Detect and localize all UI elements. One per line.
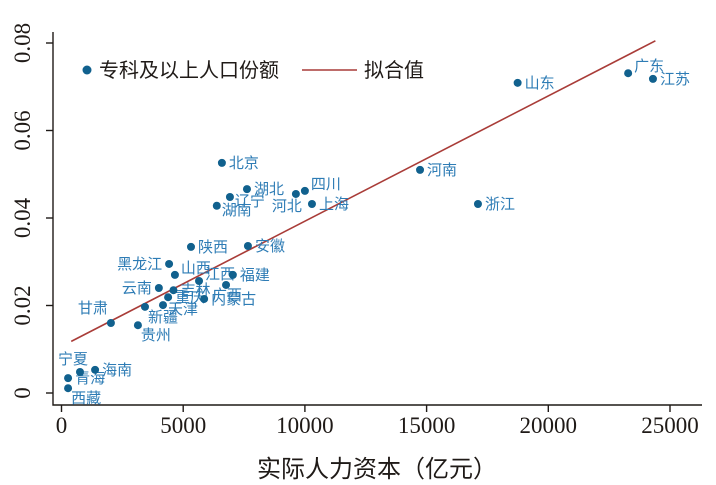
data-point [217,158,226,167]
y-tick-label: 0.02 [10,285,35,325]
data-point-label: 江苏 [660,71,690,88]
data-point-label: 新疆 [148,309,178,326]
data-point [165,259,174,268]
data-point [154,284,163,292]
data-point-label: 湖北 [254,181,284,198]
data-point-label: 陕西 [198,239,228,256]
fitted-line [70,40,656,343]
data-point [64,384,73,393]
data-point [106,319,115,327]
data-point [140,302,149,311]
data-point-label: 辽宁 [235,193,265,210]
x-tick-label: 20000 [520,413,578,438]
data-point-label: 宁夏 [58,351,88,368]
data-point-label: 甘肃 [78,300,108,317]
data-point-label: 北京 [229,155,259,172]
legend-label-share: 专科及以上人口份额 [99,59,279,82]
data-point-label: 内蒙古 [211,291,256,308]
data-point-label: 山西 [181,260,211,277]
data-point [473,200,482,208]
data-point-label: 四川 [311,177,341,193]
data-point-label: 山东 [525,75,555,92]
data-point-label: 安徽 [255,238,285,255]
x-tick-label: 5000 [160,413,206,438]
x-tick-label: 25000 [641,413,699,438]
data-point [307,200,316,208]
data-point-label: 上海 [319,196,349,213]
data-point [164,293,173,302]
y-tick-label: 0.08 [10,23,35,63]
data-point [624,69,633,78]
data-point-label: 天津 [168,301,198,318]
data-point [64,374,73,383]
y-tick-label: 0 [10,387,35,399]
data-point [212,201,221,210]
y-tick-label: 0.06 [10,110,35,150]
fit-line-group [70,40,656,343]
data-point [228,270,237,279]
data-points-group: 西藏青海宁夏海南甘肃贵州新疆云南天津重庆黑龙江吉林山西陕西江西内蒙古湖南北京广西… [58,58,690,407]
axis-frame [52,32,702,406]
data-point-label: 贵州 [141,327,171,344]
data-point-label: 海南 [102,362,132,379]
data-point [222,280,231,289]
data-point [416,165,425,174]
data-point [91,365,100,374]
data-point [200,294,209,303]
x-tick-label: 0 [56,413,68,438]
axes-group: 0 5000 10000 15000 20000 25000 0 0.02 0.04 0.06 0.… [10,23,702,438]
x-tick-label: 15000 [398,413,456,438]
data-point [75,368,84,376]
data-point-label: 河北 [272,198,302,215]
data-point [170,270,179,279]
data-point-label: 广西 [212,287,242,304]
data-point-label: 福建 [240,267,270,284]
data-point-label: 广东 [634,58,664,75]
data-point [291,189,300,198]
data-point [186,242,195,251]
data-point [133,321,142,330]
legend: 专科及以上人口份额 拟合值 [82,59,424,82]
data-point-label: 云南 [122,280,152,297]
data-point-label: 江西 [205,266,235,283]
data-point-label: 西藏 [71,390,101,407]
y-tick-label: 0.04 [10,197,35,238]
x-axis-title: 实际人力资本（亿元） [257,456,497,483]
data-point-label: 吉林 [180,282,210,299]
data-point [513,78,522,87]
data-point-label: 浙江 [485,196,515,213]
data-point-label: 重庆 [175,289,205,306]
legend-label-fit: 拟合值 [364,59,424,82]
data-point [169,286,178,295]
data-point-label: 河南 [427,162,457,179]
data-point [243,242,252,250]
data-point [648,74,657,83]
data-point [195,277,204,285]
data-point [242,185,251,194]
data-point [300,186,309,195]
data-point [225,193,234,201]
data-point-label: 湖南 [222,202,252,219]
legend-dot-marker [82,65,92,75]
data-point [158,301,167,310]
data-point-label: 黑龙江 [117,256,162,273]
x-tick-label: 10000 [276,413,334,438]
